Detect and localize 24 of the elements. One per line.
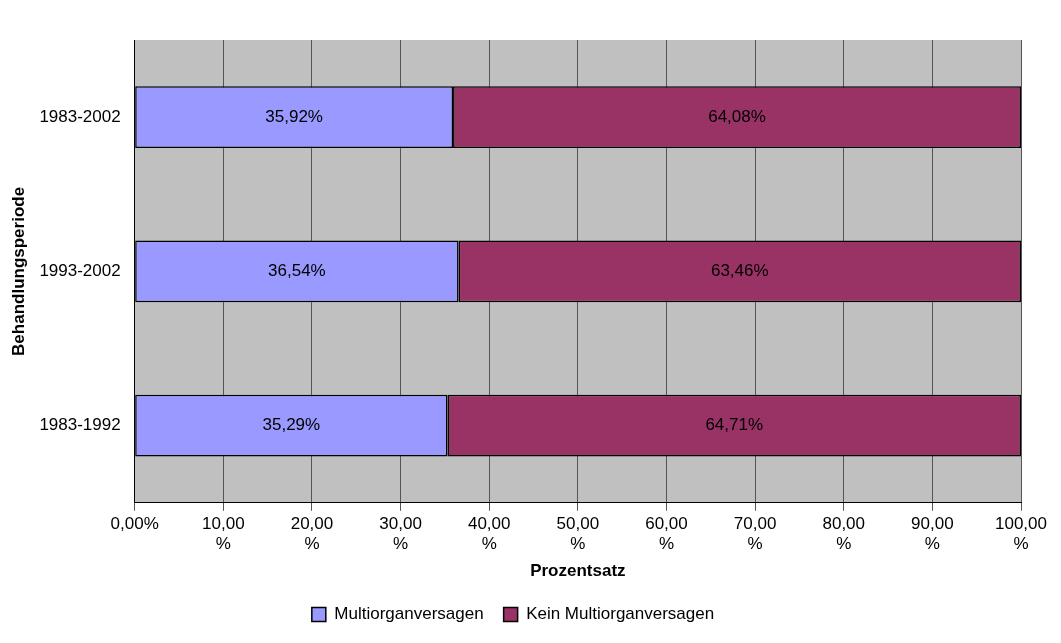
y-tick-label: 1983-2002	[39, 106, 121, 126]
data-label: 35,29%	[262, 415, 321, 435]
x-tick-label: 100,00%	[995, 513, 1047, 554]
x-tick-label: 40,00%	[467, 513, 511, 554]
x-tick-label: 20,00%	[290, 513, 334, 554]
data-label: 36,54%	[268, 261, 326, 281]
x-axis-title: Prozentsatz	[530, 561, 626, 581]
x-tick-label: 70,00%	[733, 513, 777, 554]
x-tick-label: 90,00%	[911, 513, 954, 554]
x-tick-label: 30,00%	[379, 513, 422, 554]
y-axis-title: Behandlungsperiode	[8, 186, 28, 356]
data-label: 35,92%	[265, 106, 323, 126]
x-tick-label: 60,00%	[645, 513, 688, 554]
y-tick-label: 1993-2002	[39, 261, 121, 281]
legend-label: Kein Multiorganversagen	[526, 604, 715, 624]
x-tick-label: 0,00%	[110, 513, 159, 533]
data-label: 64,08%	[708, 106, 766, 126]
x-tick-label: 50,00%	[556, 513, 600, 554]
y-tick-label: 1983-1992	[39, 415, 121, 435]
legend-label: Multiorganversagen	[334, 604, 484, 624]
x-tick-label: 80,00%	[822, 513, 866, 554]
data-label: 64,71%	[705, 415, 764, 435]
data-label: 63,46%	[710, 261, 769, 281]
x-tick-label: 10,00%	[202, 513, 245, 554]
